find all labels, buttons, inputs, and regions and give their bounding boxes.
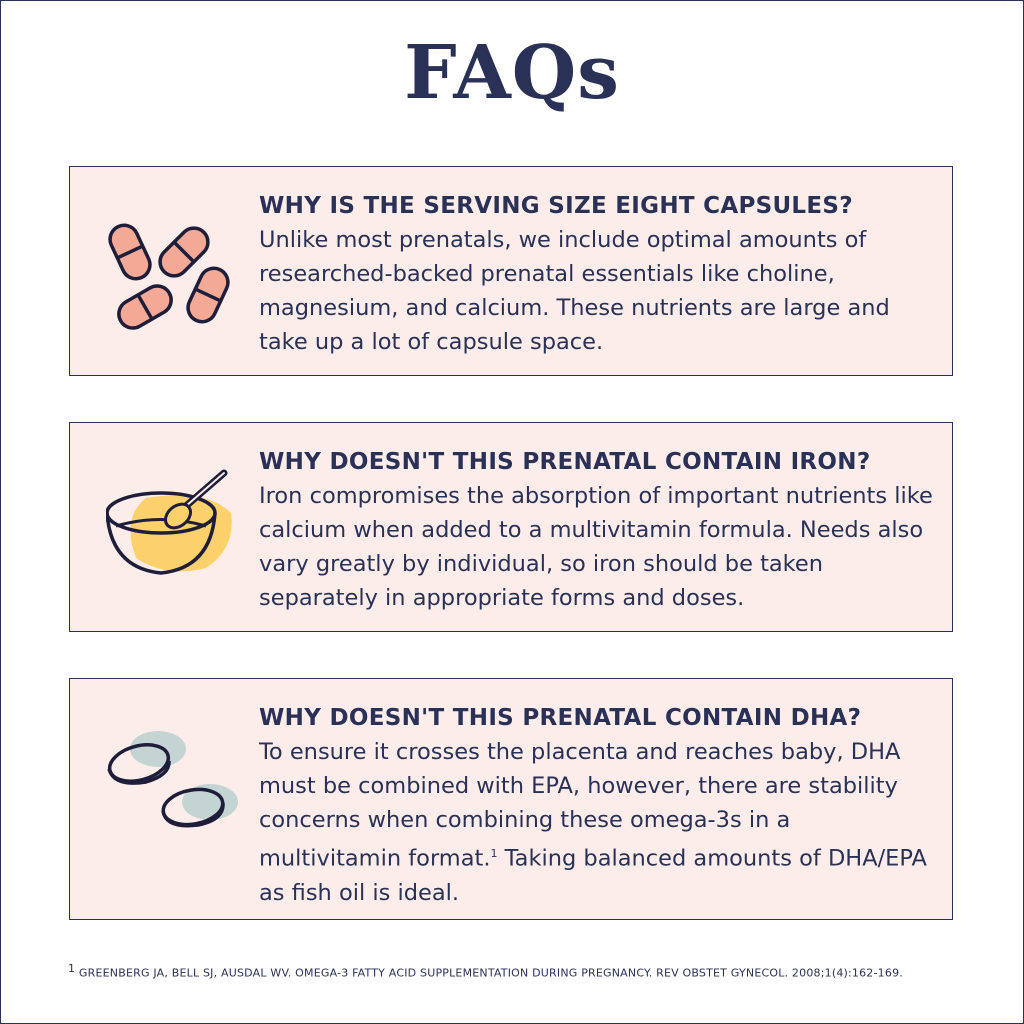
softgels-icon <box>107 731 238 828</box>
faq-answer: To ensure it crosses the placenta and re… <box>259 735 939 910</box>
footnote: 1 GREENBERG JA, BELL SJ, AUSDAL WV. OMEG… <box>68 962 903 980</box>
answer-text: Taking balanced amounts of DHA/EPA as fi… <box>259 845 927 906</box>
faq-card-serving-size: WHY IS THE SERVING SIZE EIGHT CAPSULES? … <box>69 166 953 376</box>
footnote-reference: 1 <box>490 847 498 860</box>
faq-question: WHY DOESN'T THIS PRENATAL CONTAIN IRON? <box>259 449 871 475</box>
faq-card-iron: WHY DOESN'T THIS PRENATAL CONTAIN IRON? … <box>69 422 953 632</box>
faq-answer: Unlike most prenatals, we include optima… <box>259 227 890 355</box>
faq-answer: Iron compromises the absorption of impor… <box>259 483 933 611</box>
bowl-spoon-icon <box>106 469 232 575</box>
faq-question: WHY IS THE SERVING SIZE EIGHT CAPSULES? <box>259 193 853 219</box>
footnote-marker: 1 <box>68 962 76 975</box>
footnote-text: GREENBERG JA, BELL SJ, AUSDAL WV. OMEGA-… <box>78 966 903 980</box>
faq-card-dha: WHY DOESN'T THIS PRENATAL CONTAIN DHA? T… <box>69 678 953 920</box>
faq-question: WHY DOESN'T THIS PRENATAL CONTAIN DHA? <box>259 705 862 731</box>
answer-text: To ensure it crosses the placenta and re… <box>259 739 901 872</box>
page-title: FAQs <box>404 30 620 116</box>
capsules-icon <box>108 223 230 330</box>
